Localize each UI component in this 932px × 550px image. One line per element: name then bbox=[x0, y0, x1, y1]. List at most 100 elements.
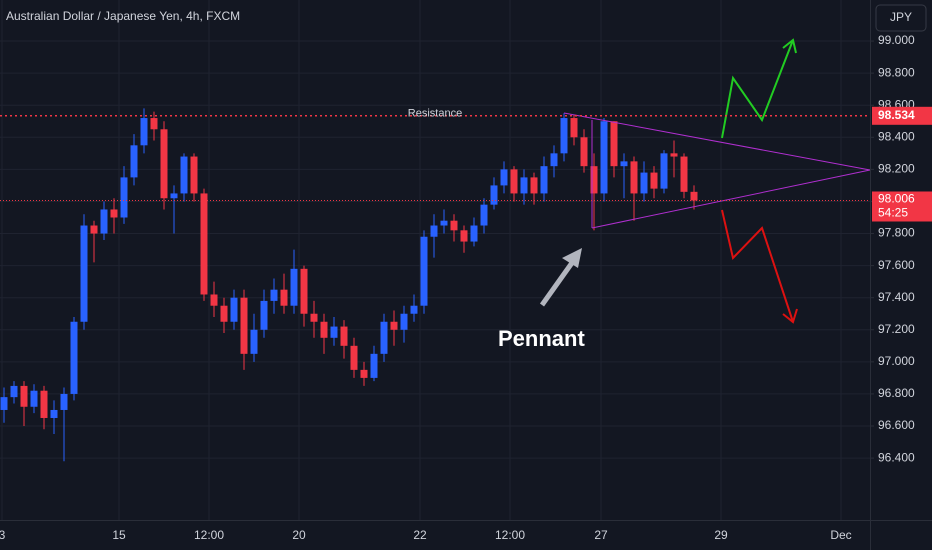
candle-body bbox=[290, 268, 298, 306]
candle-body bbox=[390, 321, 398, 330]
last-price-label: 98.006 bbox=[878, 192, 915, 206]
candle-body bbox=[230, 297, 238, 322]
candle-body bbox=[150, 118, 158, 130]
y-tick-label: 97.400 bbox=[878, 290, 915, 304]
last-price-tag bbox=[872, 191, 932, 222]
candle-body bbox=[120, 177, 128, 218]
resistance-tag-label: 98.534 bbox=[878, 108, 915, 122]
y-tick-label: 98.200 bbox=[878, 162, 915, 176]
candle-body bbox=[460, 230, 468, 242]
candle-body bbox=[80, 225, 88, 322]
x-tick-label: 29 bbox=[714, 528, 728, 542]
candle-body bbox=[410, 305, 418, 314]
candle-body bbox=[110, 209, 118, 218]
candle-body bbox=[300, 268, 308, 314]
candle-body bbox=[90, 225, 98, 234]
candle-body bbox=[400, 313, 408, 330]
candle-body bbox=[630, 161, 638, 194]
x-tick-label: 27 bbox=[594, 528, 608, 542]
candle-body bbox=[500, 169, 508, 186]
candle-body bbox=[60, 393, 68, 410]
candle-body bbox=[280, 289, 288, 306]
x-tick-label: 12:00 bbox=[495, 528, 525, 542]
candle-body bbox=[620, 161, 628, 167]
candle-body bbox=[330, 326, 338, 338]
candle-body bbox=[270, 289, 278, 301]
x-tick-label: 3 bbox=[0, 528, 6, 542]
pattern-label: Pennant bbox=[498, 326, 585, 351]
candle-body bbox=[660, 153, 668, 189]
x-tick-label: 20 bbox=[292, 528, 306, 542]
candle-body bbox=[580, 137, 588, 167]
y-tick-label: 97.600 bbox=[878, 258, 915, 272]
candle-body bbox=[530, 177, 538, 194]
candle-body bbox=[240, 297, 248, 354]
x-tick-label: 15 bbox=[112, 528, 126, 542]
candle-body bbox=[40, 390, 48, 418]
y-tick-label: 97.200 bbox=[878, 322, 915, 336]
y-tick-label: 96.600 bbox=[878, 418, 915, 432]
candle-body bbox=[450, 220, 458, 231]
currency-label[interactable]: JPY bbox=[890, 10, 912, 24]
bullish-arrowhead bbox=[782, 38, 797, 54]
candle-body bbox=[70, 321, 78, 394]
candle-body bbox=[220, 305, 228, 322]
candle-body bbox=[510, 169, 518, 194]
candle-body bbox=[350, 345, 358, 370]
drawings: Pennant bbox=[498, 38, 871, 351]
pointer-arrowhead bbox=[562, 248, 582, 268]
candle-body bbox=[140, 118, 148, 146]
pennant-lower bbox=[591, 169, 871, 229]
candle-body bbox=[650, 172, 658, 189]
x-tick-label: Dec bbox=[830, 528, 851, 542]
candle-body bbox=[100, 209, 108, 234]
y-tick-label: 96.800 bbox=[878, 386, 915, 400]
candle-body bbox=[680, 156, 688, 192]
countdown-label: 54:25 bbox=[878, 206, 908, 220]
candle-body bbox=[190, 156, 198, 194]
pointer-arrow bbox=[539, 258, 577, 307]
candle-body bbox=[670, 153, 678, 157]
candle-body bbox=[320, 321, 328, 338]
bullish-arrow bbox=[721, 39, 794, 139]
candle-body bbox=[180, 156, 188, 194]
candle-body bbox=[590, 166, 598, 194]
candle-body bbox=[520, 177, 528, 194]
candle-body bbox=[420, 236, 428, 306]
bearish-arrowhead bbox=[782, 308, 798, 324]
candle-body bbox=[560, 118, 568, 154]
candle-body bbox=[600, 121, 608, 194]
candle-body bbox=[360, 369, 368, 378]
y-tick-label: 97.000 bbox=[878, 354, 915, 368]
y-tick-label: 98.800 bbox=[878, 65, 915, 79]
candle-body bbox=[250, 329, 258, 354]
axes: 96.400 96.600 96.800 97.000 97.200 97.400 97.6… bbox=[0, 33, 915, 542]
candle-body bbox=[130, 145, 138, 178]
candle-body bbox=[340, 326, 348, 346]
candle-body bbox=[540, 166, 548, 194]
chart-title: Australian Dollar / Japanese Yen, 4h, FX… bbox=[6, 9, 240, 23]
candle-body bbox=[0, 397, 8, 410]
candle-body bbox=[210, 294, 218, 306]
currency-button[interactable] bbox=[875, 4, 927, 32]
x-tick-label: 12:00 bbox=[194, 528, 224, 542]
candle-body bbox=[690, 191, 698, 201]
y-tick-label: 97.800 bbox=[878, 226, 915, 240]
pennant-upper bbox=[563, 112, 871, 171]
candle-body bbox=[380, 321, 388, 354]
candle-body bbox=[640, 172, 648, 194]
candle-body bbox=[440, 220, 448, 226]
y-tick-label: 99.000 bbox=[878, 33, 915, 47]
bearish-arrow bbox=[721, 209, 794, 323]
candle-body bbox=[310, 313, 318, 322]
candle-body bbox=[20, 385, 28, 407]
candle-body bbox=[50, 409, 58, 418]
candle-body bbox=[570, 118, 578, 138]
candle-body bbox=[610, 121, 618, 167]
candle-body bbox=[550, 153, 558, 167]
candle-body bbox=[170, 193, 178, 199]
candle-body bbox=[490, 185, 498, 205]
candle-body bbox=[260, 300, 268, 330]
